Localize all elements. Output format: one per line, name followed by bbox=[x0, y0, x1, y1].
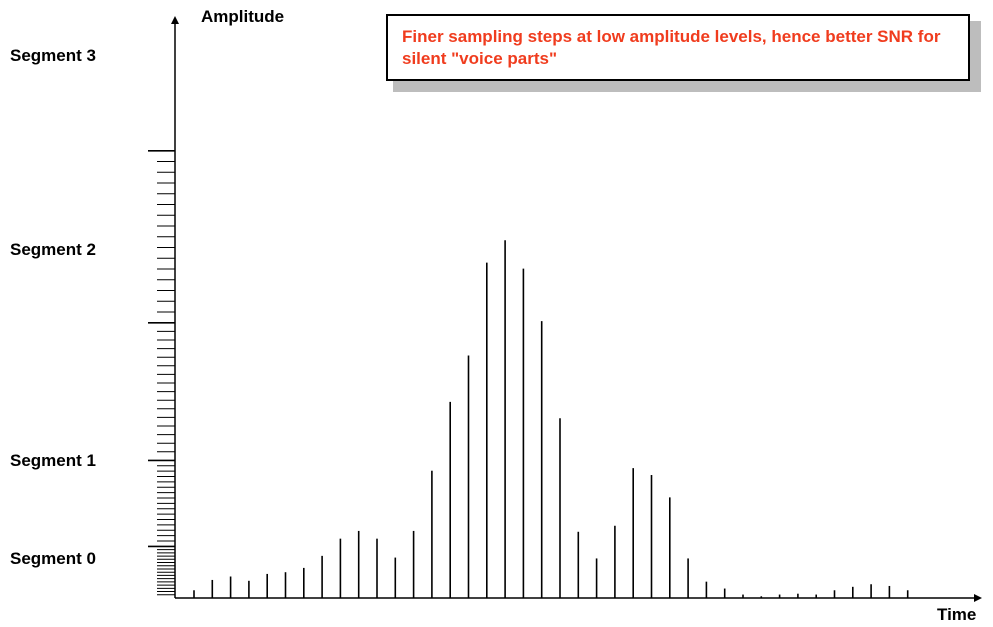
callout-box: Finer sampling steps at low amplitude le… bbox=[386, 14, 970, 81]
segment-2-label: Segment 2 bbox=[10, 240, 96, 259]
amplitude-axis bbox=[148, 16, 179, 598]
segment-3-label: Segment 3 bbox=[10, 46, 96, 65]
segment-1-label: Segment 1 bbox=[10, 451, 96, 470]
amplitude-axis-label: Amplitude bbox=[201, 7, 285, 26]
time-axis-label: Time bbox=[937, 605, 977, 624]
callout-text: Finer sampling steps at low amplitude le… bbox=[402, 27, 941, 68]
time-arrow-icon bbox=[974, 594, 982, 602]
segment-0-label: Segment 0 bbox=[10, 549, 96, 568]
amplitude-arrow-icon bbox=[171, 16, 179, 24]
sample-pulses bbox=[193, 240, 909, 598]
time-axis bbox=[175, 594, 982, 602]
